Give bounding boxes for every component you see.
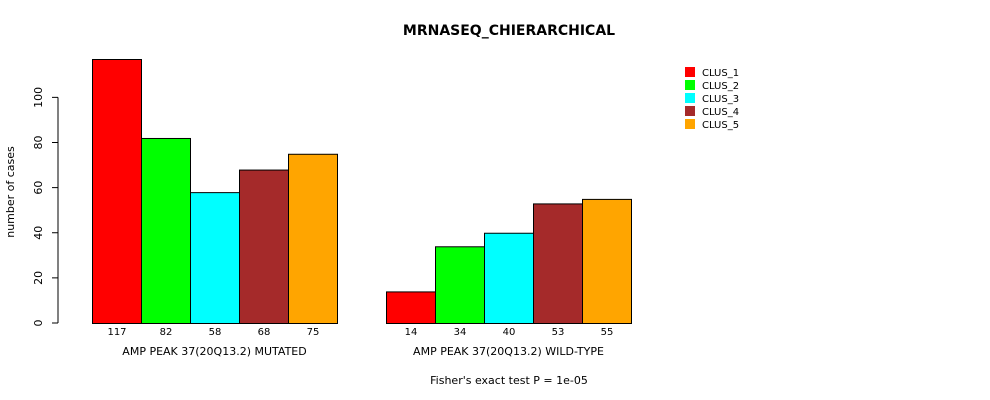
- bar-value-label: 75: [307, 327, 320, 338]
- legend-label: CLUS_3: [702, 94, 739, 105]
- legend: CLUS_1 CLUS_2 CLUS_3 CLUS_4 CLUS_5: [685, 67, 739, 131]
- bar-clus-2: [435, 246, 485, 325]
- bar-value-label: 55: [601, 327, 614, 338]
- y-tick-label: 80: [32, 135, 45, 149]
- bar-value-label: 34: [454, 327, 467, 338]
- bar-clus-4: [533, 203, 583, 325]
- y-tick-label: 100: [32, 87, 45, 108]
- bar-value-label: 117: [107, 327, 126, 338]
- bar-clus-5: [288, 153, 338, 324]
- group-labels: AMP PEAK 37(20Q13.2) MUTATED AMP PEAK 37(…: [122, 345, 604, 358]
- group-label: AMP PEAK 37(20Q13.2) WILD-TYPE: [413, 345, 604, 358]
- bar-clus-1: [92, 59, 142, 324]
- bar-clus-2: [141, 137, 191, 324]
- legend-label: CLUS_5: [702, 120, 739, 131]
- y-axis: 0 20 40 60 80 100: [32, 87, 59, 327]
- legend-label: CLUS_4: [702, 107, 739, 118]
- bar-clus-3: [484, 232, 534, 324]
- bar-value-label: 58: [209, 327, 222, 338]
- bars: [92, 59, 632, 325]
- chart-title: MRNASEQ_CHIERARCHICAL: [403, 23, 615, 39]
- legend-swatch: [685, 106, 695, 116]
- bar-clus-1: [386, 291, 436, 324]
- bar-clus-4: [239, 169, 289, 324]
- bar-value-label: 40: [503, 327, 516, 338]
- bar-value-label: 68: [258, 327, 271, 338]
- legend-swatch: [685, 93, 695, 103]
- group-label: AMP PEAK 37(20Q13.2) MUTATED: [122, 345, 306, 358]
- y-tick-label: 0: [32, 320, 45, 327]
- bar-value-label: 53: [552, 327, 565, 338]
- legend-label: CLUS_1: [702, 68, 739, 79]
- y-tick-label: 20: [32, 271, 45, 285]
- legend-label: CLUS_2: [702, 81, 739, 92]
- y-axis-label: number of cases: [4, 146, 17, 238]
- bar-clus-3: [190, 192, 240, 324]
- legend-swatch: [685, 67, 695, 77]
- legend-swatch: [685, 80, 695, 90]
- bar-value-label: 14: [405, 327, 418, 338]
- y-tick-label: 40: [32, 226, 45, 240]
- bar-labels: 117 82 58 68 75 14 34 40 53 55: [107, 327, 613, 338]
- bar-value-label: 82: [160, 327, 173, 338]
- legend-swatch: [685, 119, 695, 129]
- fisher-test-footer: Fisher's exact test P = 1e-05: [430, 374, 588, 387]
- y-tick-label: 60: [32, 181, 45, 195]
- bar-clus-5: [582, 198, 632, 324]
